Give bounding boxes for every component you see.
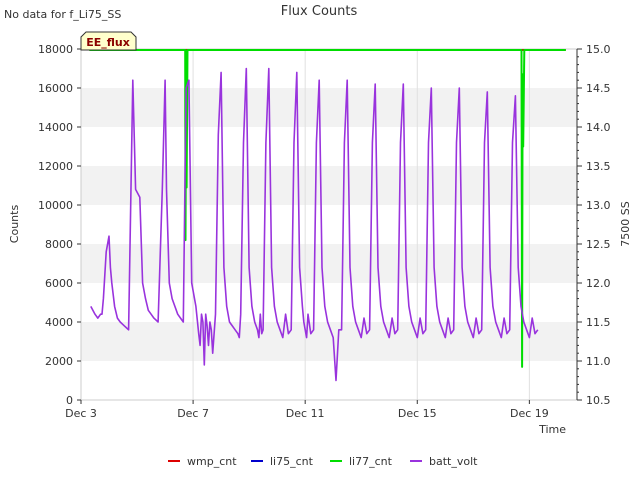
- badge-label: EE_flux: [86, 36, 130, 49]
- y2-tick-label: 14.0: [586, 121, 611, 134]
- x-tick-label: Dec 19: [510, 407, 549, 420]
- legend-label-batt_volt: batt_volt: [429, 455, 478, 468]
- y2-tick-label: 15.0: [586, 43, 611, 56]
- grid-band: [81, 322, 577, 361]
- x-axis-ticks: Dec 3 Dec 7 Dec 11 Dec 15 Dec 19: [65, 400, 549, 420]
- y-tick-label: 14000: [38, 121, 73, 134]
- chart-title: Flux Counts: [281, 4, 358, 19]
- grid-band: [81, 166, 577, 205]
- y-tick-label: 16000: [38, 82, 73, 95]
- y-tick-label: 12000: [38, 160, 73, 173]
- y2-tick-label: 13.5: [586, 160, 611, 173]
- x-tick-label: Dec 11: [286, 407, 325, 420]
- y-tick-label: 4000: [45, 316, 73, 329]
- x-tick-label: Dec 7: [177, 407, 209, 420]
- y2-tick-label: 14.5: [586, 82, 611, 95]
- legend-label-li77_cnt: li77_cnt: [349, 455, 393, 468]
- y-tick-label: 8000: [45, 238, 73, 251]
- y-tick-label: 0: [66, 394, 73, 407]
- badge-box: [80, 31, 137, 51]
- legend-label-li75_cnt: li75_cnt: [270, 455, 314, 468]
- y-axis-label: Counts: [8, 205, 21, 244]
- y2-tick-label: 10.5: [586, 394, 611, 407]
- y-tick-label: 6000: [45, 277, 73, 290]
- y-tick-label: 10000: [38, 199, 73, 212]
- y2-axis-ticks: 10.5 11.0 11.5 12.0 12.5 13.0 13.5 14.0 14.5 15.0: [576, 43, 611, 407]
- x-tick-label: Dec 3: [65, 407, 97, 420]
- x-tick-label: Dec 15: [398, 407, 437, 420]
- series-line-batt_volt: [90, 67, 539, 382]
- y2-tick-label: 11.0: [586, 355, 611, 368]
- x-axis-label: Time: [538, 423, 566, 436]
- series-layer: [89, 49, 566, 382]
- y-axis-ticks: 0 2000 4000 6000 8000 10000 12000 14000 16000 180…: [38, 43, 81, 407]
- ee-flux-badge: EE_flux: [80, 31, 137, 51]
- legend: wmp_cnt li75_cnt li77_cnt batt_volt: [168, 455, 478, 468]
- y2-tick-label: 12.5: [586, 238, 611, 251]
- grid-band: [81, 244, 577, 283]
- no-data-note: No data for f_Li75_SS: [4, 8, 121, 21]
- y2-tick-label: 12.0: [586, 277, 611, 290]
- y2-axis-label: 7500 SS: [619, 201, 632, 246]
- legend-label-wmp_cnt: wmp_cnt: [187, 455, 237, 468]
- y2-tick-label: 13.0: [586, 199, 611, 212]
- grid-band: [81, 88, 577, 127]
- y-tick-label: 18000: [38, 43, 73, 56]
- y2-tick-label: 11.5: [586, 316, 611, 329]
- y-tick-label: 2000: [45, 355, 73, 368]
